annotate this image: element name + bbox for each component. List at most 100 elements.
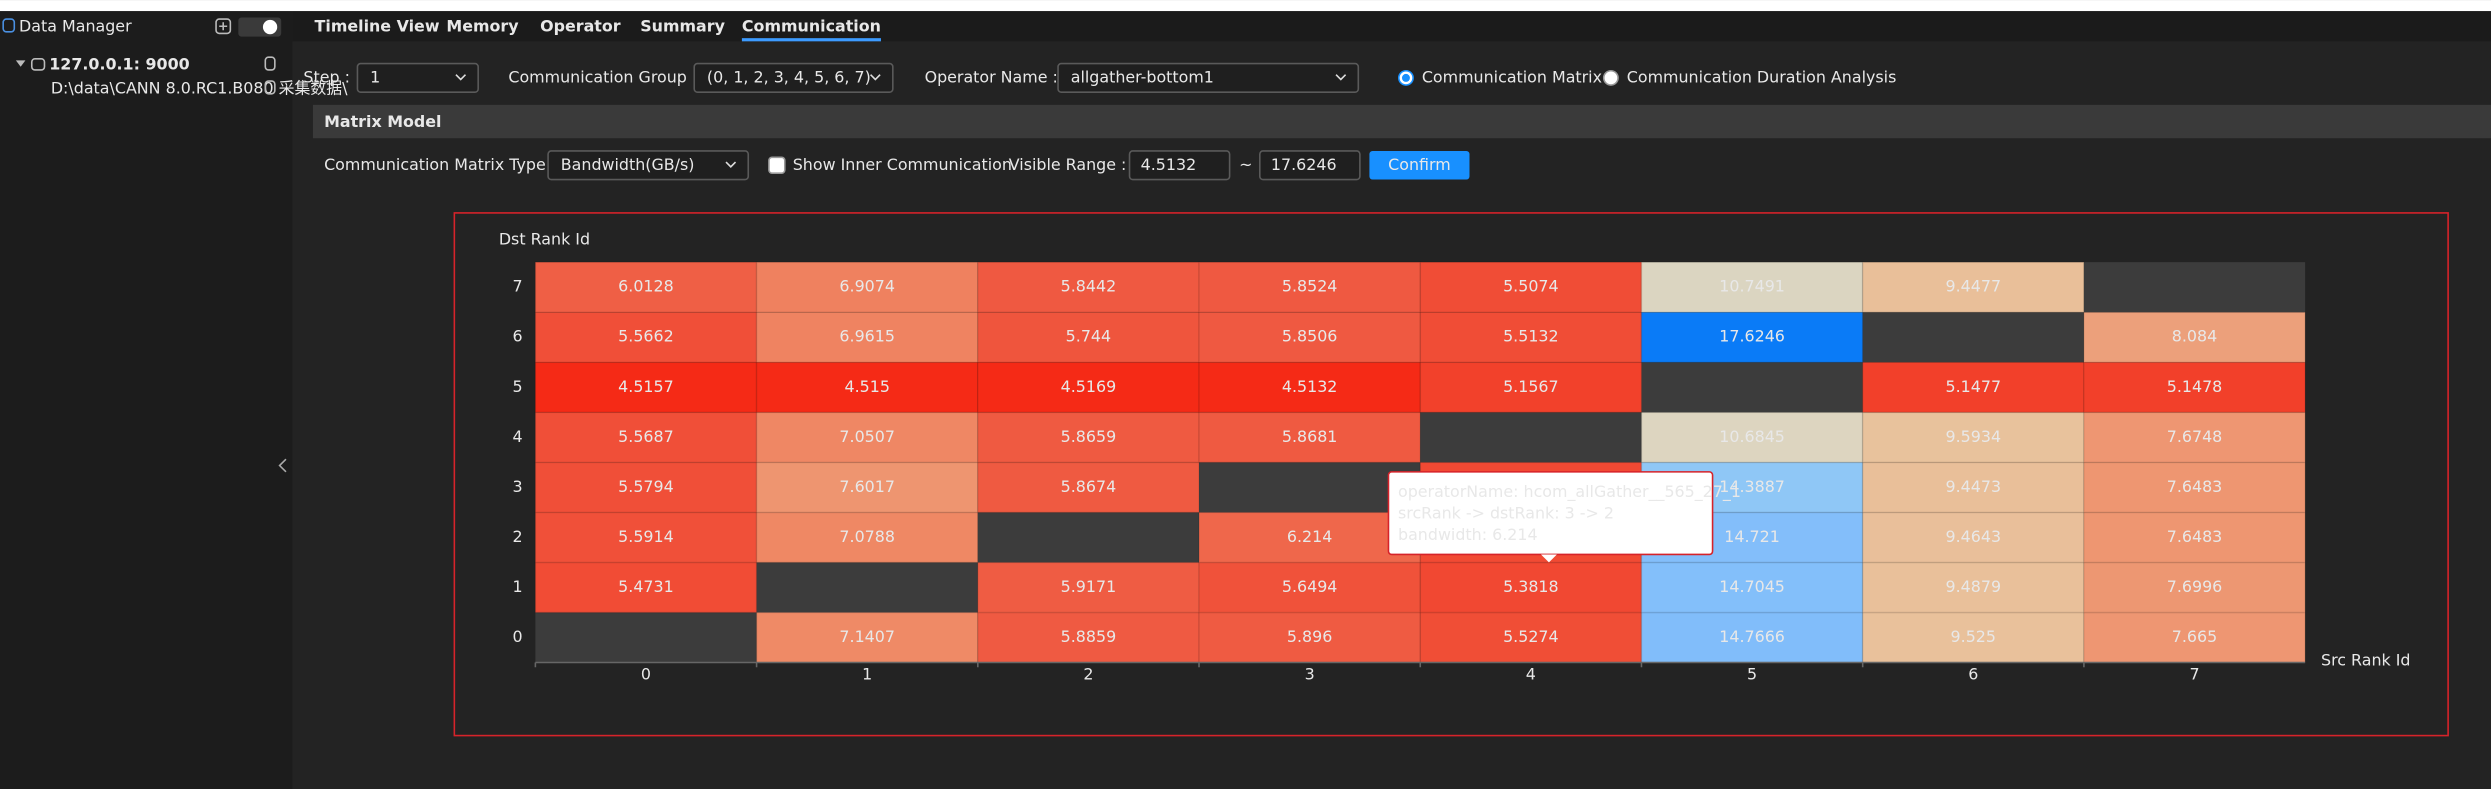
cell-label: 5.5274 [1503, 627, 1559, 646]
inner-label[interactable]: Show Inner Communication [793, 155, 1012, 174]
heat-cell[interactable] [1198, 261, 1422, 314]
heat-cell[interactable] [977, 411, 1200, 464]
heat-cell[interactable] [1198, 611, 1422, 664]
tab[interactable]: Memory [446, 17, 519, 36]
cell-label: 4.5157 [618, 377, 674, 396]
heat-cell[interactable] [755, 361, 979, 414]
range-min[interactable]: 4.5132 [1141, 155, 1197, 174]
y-tick-label: 6 [513, 327, 523, 346]
dropdown-arrow [1335, 74, 1347, 81]
add-icon [219, 22, 228, 31]
cell-label: 7.6483 [2167, 527, 2223, 546]
heat-cell[interactable] [1198, 411, 1422, 464]
radio[interactable] [1602, 69, 1619, 86]
heat-cell[interactable] [1640, 261, 1864, 314]
heat-cell[interactable] [2083, 411, 2306, 464]
range-max-input[interactable] [1259, 150, 1361, 181]
heat-cell[interactable] [977, 561, 1200, 614]
heat-cell[interactable] [2083, 461, 2306, 514]
step-select[interactable] [356, 62, 479, 93]
heat-cell[interactable] [534, 511, 758, 564]
cell-label: 5.8859 [1061, 627, 1117, 646]
heat-cell[interactable] [2083, 611, 2306, 664]
heat-cell[interactable] [1198, 361, 1422, 414]
group-select[interactable] [693, 62, 894, 93]
cell-label: 6.0128 [618, 277, 674, 296]
cell-label: 5.8681 [1282, 427, 1338, 446]
radio-label[interactable]: Communication Duration Analysis [1627, 67, 1897, 86]
heat-cell[interactable] [1861, 361, 2085, 414]
heat-cell[interactable] [2083, 311, 2306, 364]
operator-value[interactable]: allgather-bottom1 [1071, 67, 1214, 86]
heat-cell[interactable] [1861, 261, 2085, 314]
heat-cell[interactable] [2083, 511, 2306, 564]
heat-cell[interactable] [2083, 561, 2306, 614]
heat-cell[interactable] [977, 461, 1200, 514]
cell-label: 5.5914 [618, 527, 674, 546]
tab[interactable]: Communication [742, 17, 881, 36]
heat-cell[interactable] [1419, 611, 1643, 664]
cell-label: 5.1567 [1503, 377, 1559, 396]
tab[interactable]: Timeline View [315, 17, 440, 36]
heat-cell[interactable] [977, 311, 1200, 364]
step-label: Step : [303, 67, 350, 86]
delete-icon[interactable] [264, 80, 276, 95]
group-value[interactable]: (0, 1, 2, 3, 4, 5, 6, 7) [707, 67, 871, 86]
heat-cell[interactable] [1419, 561, 1643, 614]
x-tick-label: 3 [1305, 665, 1315, 684]
cell-label: 7.0507 [839, 427, 895, 446]
cell-label: 14.3887 [1719, 477, 1785, 496]
heat-cell[interactable] [1419, 261, 1643, 314]
heat-cell[interactable] [1198, 561, 1422, 614]
cell-label: 7.6017 [839, 477, 895, 496]
step-value[interactable]: 1 [370, 67, 380, 86]
heat-cell[interactable] [534, 261, 758, 314]
collapse-arrow[interactable] [278, 458, 287, 473]
confirm-label[interactable]: Confirm [1388, 155, 1451, 174]
cell-label: 9.4477 [1946, 277, 2002, 296]
dropdown-arrow [455, 74, 467, 81]
add-button[interactable] [215, 18, 232, 35]
heat-cell[interactable] [755, 311, 979, 364]
heat-cell[interactable] [1198, 511, 1422, 564]
cell-label: 5.8506 [1282, 327, 1338, 346]
range-min-input[interactable] [1128, 150, 1231, 181]
y-tick-label: 3 [513, 477, 523, 496]
inner-checkbox[interactable] [768, 156, 786, 174]
x-axis-title: Src Rank Id [2321, 650, 2411, 669]
heat-cell[interactable] [1640, 611, 1864, 664]
heat-cell[interactable] [755, 461, 979, 514]
cell-label: 5.6494 [1282, 577, 1338, 596]
heat-cell[interactable] [1419, 311, 1643, 364]
tab[interactable]: Operator [540, 17, 621, 36]
operator-label: Operator Name : [925, 67, 1058, 86]
confirm-button[interactable] [1369, 150, 1470, 180]
radio-dot [1401, 73, 1410, 82]
delete-icon[interactable] [264, 56, 276, 71]
tab[interactable]: Summary [640, 17, 725, 36]
y-axis-title: Dst Rank Id [499, 229, 590, 248]
cell-label: 5.744 [1066, 327, 1111, 346]
range-max[interactable]: 17.6246 [1271, 155, 1337, 174]
operator-select[interactable] [1057, 62, 1360, 93]
heat-cell[interactable] [755, 261, 979, 314]
heat-cell[interactable] [534, 461, 758, 514]
heat-cell[interactable] [755, 611, 979, 664]
radio-label[interactable]: Communication Matrix [1422, 67, 1602, 86]
matrix-type-label: Communication Matrix Type : [324, 155, 556, 174]
sidebar [0, 11, 293, 789]
heat-cell[interactable] [1861, 411, 2085, 464]
heat-cell[interactable] [534, 411, 758, 464]
cell-label: 5.8524 [1282, 277, 1338, 296]
toggle-knob[interactable] [262, 19, 278, 35]
heat-cell[interactable] [755, 411, 979, 464]
heat-cell[interactable] [977, 261, 1200, 314]
heat-cell[interactable] [977, 361, 1200, 414]
empty-cell [1420, 412, 1642, 463]
matrix-type-value[interactable]: Bandwidth(GB/s) [561, 155, 695, 174]
cell-label: 5.1478 [2167, 377, 2223, 396]
heat-cell[interactable] [1861, 561, 2085, 614]
matrix-type-select[interactable] [547, 150, 750, 181]
heat-cell[interactable] [2083, 361, 2306, 414]
